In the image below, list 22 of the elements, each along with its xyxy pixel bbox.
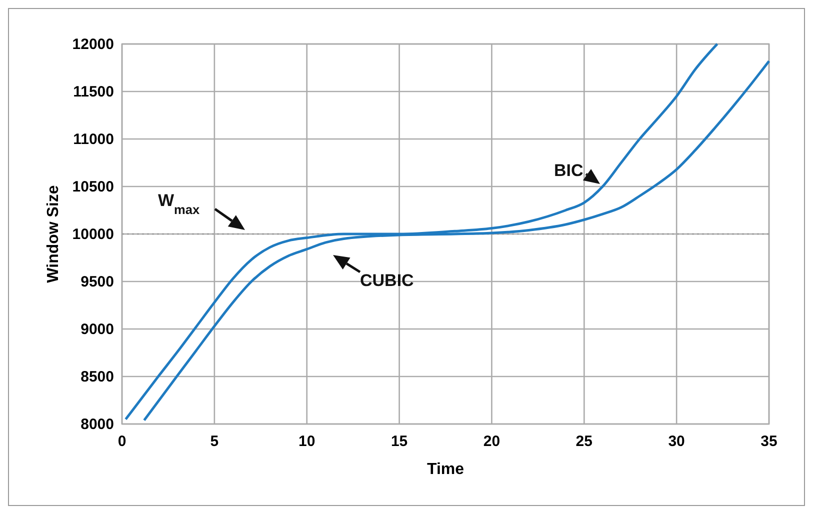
- series-label: CUBIC: [360, 271, 414, 290]
- y-tick-label: 12000: [72, 36, 114, 53]
- x-tick-label: 15: [390, 433, 408, 450]
- y-axis-title: Window Size: [45, 185, 62, 283]
- x-tick-label: 20: [483, 433, 500, 450]
- y-tick-label: 8500: [80, 368, 114, 386]
- x-tick-label: 30: [668, 433, 685, 450]
- y-tick-label: 9500: [80, 274, 114, 290]
- y-tick-label: 9000: [80, 321, 114, 338]
- x-tick-label: 10: [298, 433, 316, 450]
- y-tick-label: 8000: [80, 416, 114, 433]
- x-tick-label: 35: [760, 433, 778, 450]
- ref-line-label: W$_{max}$: [158, 191, 200, 216]
- y-tick-label: 11500: [73, 84, 114, 100]
- y-tick-label: 11000: [73, 131, 114, 148]
- x-tick-label: 0: [118, 433, 126, 450]
- y-tick-label: 10000: [72, 226, 114, 243]
- series-label: BIC: [554, 161, 584, 180]
- x-axis-title: Time: [426, 461, 464, 478]
- x-tick-label: 5: [210, 433, 219, 450]
- x-tick-label: 25: [576, 433, 592, 450]
- y-tick-label: 10500: [72, 178, 114, 196]
